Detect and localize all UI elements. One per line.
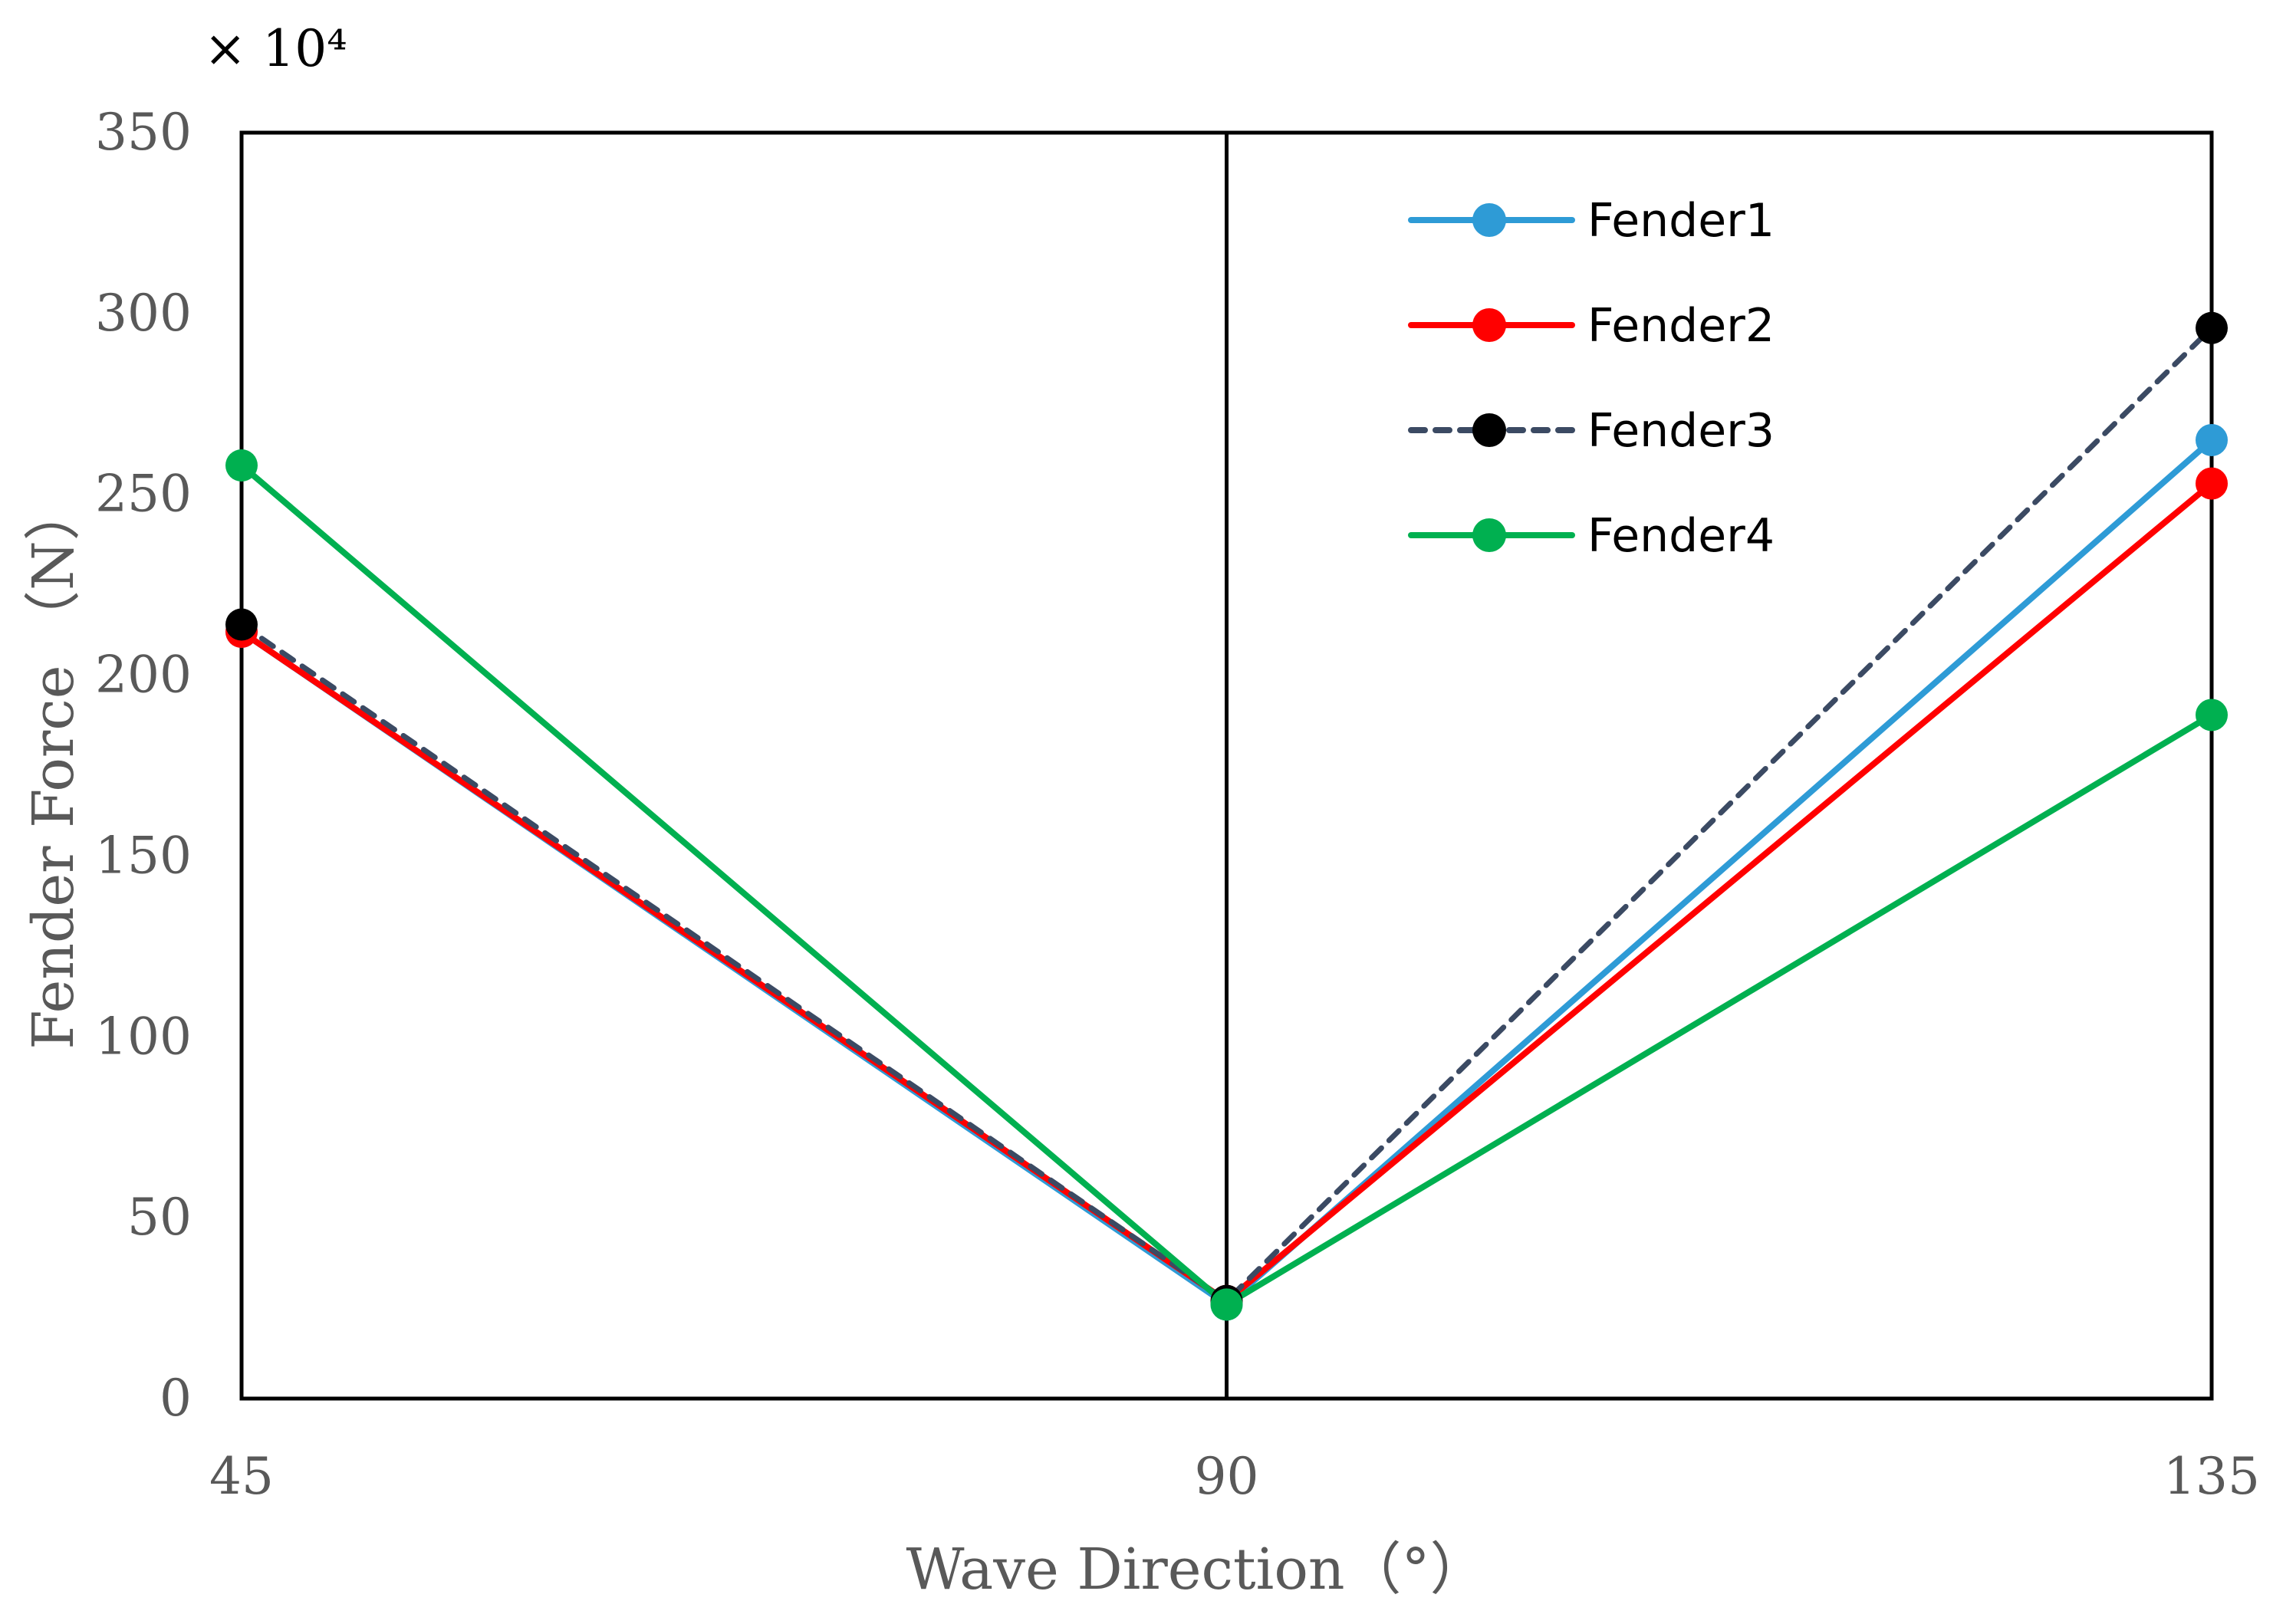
y-tick-label: 250 [95, 465, 192, 524]
y-tick-label: 150 [95, 826, 192, 885]
y-axis-title: Fender Force （N） [21, 484, 87, 1050]
y-tick-label: 300 [95, 284, 192, 343]
data-point-fender2 [2196, 467, 2228, 500]
data-point-fender4 [225, 449, 258, 482]
data-point-fender3 [2196, 311, 2228, 344]
y-axis-ticks: 0 50 100 150 200 250 300 350 [95, 103, 192, 1428]
legend-marker-fender2 [1472, 308, 1506, 342]
data-point-fender3 [225, 608, 258, 641]
legend-label-fender3: Fender3 [1587, 404, 1775, 458]
x-tick-label: 90 [1195, 1447, 1259, 1506]
x-tick-label: 135 [2163, 1447, 2260, 1506]
legend-label-fender4: Fender4 [1587, 509, 1775, 563]
legend: Fender1 Fender2 Fender3 Fender4 [1408, 194, 1775, 563]
y-multiplier-label: × 10⁴ [204, 19, 347, 78]
y-tick-label: 350 [95, 103, 192, 162]
legend-label-fender2: Fender2 [1587, 299, 1775, 353]
data-point-fender4 [1210, 1288, 1243, 1321]
x-axis-ticks: 45 90 135 [209, 1447, 2260, 1506]
x-tick-label: 45 [209, 1447, 274, 1506]
series-line-fender3 [238, 325, 2215, 1304]
legend-marker-fender3 [1472, 413, 1506, 447]
x-axis-title: Wave Direction（°） [906, 1537, 1486, 1603]
legend-label-fender1: Fender1 [1587, 194, 1775, 248]
legend-marker-fender1 [1472, 203, 1506, 237]
data-point-fender1 [2196, 423, 2228, 456]
data-point-fender4 [2196, 699, 2228, 731]
y-tick-label: 200 [95, 646, 192, 705]
y-tick-label: 50 [127, 1188, 192, 1247]
y-tick-label: 100 [95, 1007, 192, 1066]
y-tick-label: 0 [160, 1369, 192, 1428]
legend-marker-fender4 [1472, 518, 1506, 552]
series-markers [225, 311, 2228, 1321]
